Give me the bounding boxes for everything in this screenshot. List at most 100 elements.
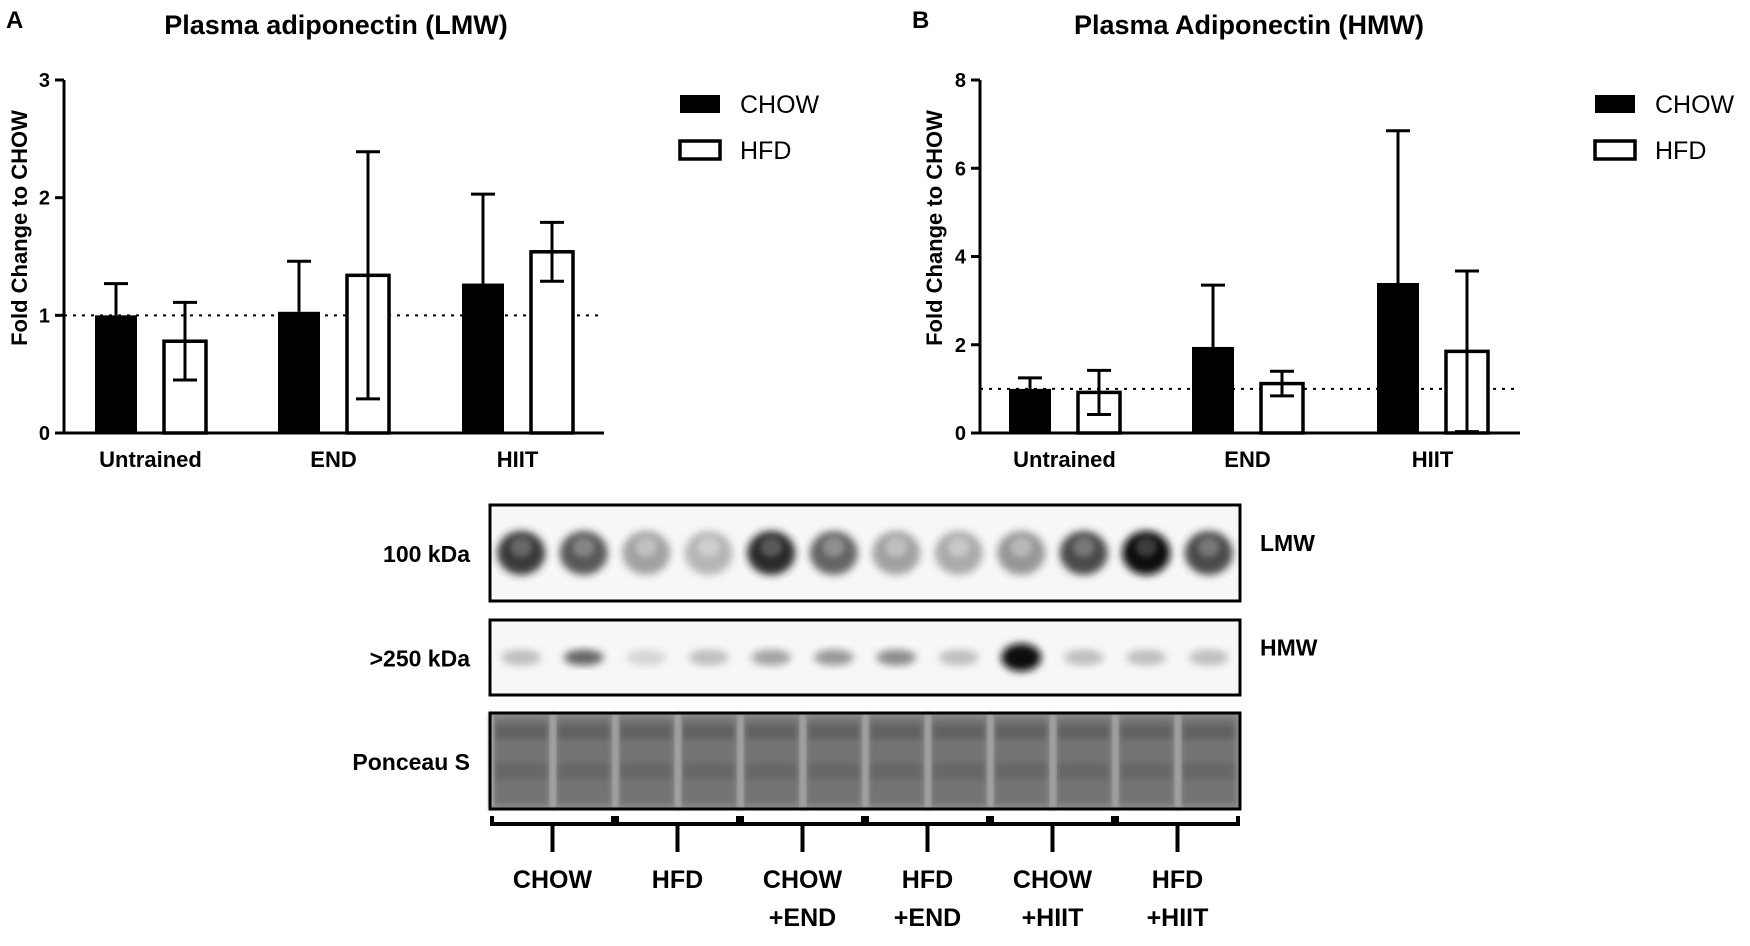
chart-b-title: Plasma Adiponectin (HMW) <box>1074 10 1424 40</box>
blot-band <box>1001 643 1042 672</box>
blot-band <box>751 649 792 666</box>
group-label: CHOW <box>1013 866 1093 894</box>
ponceau-band <box>996 725 1047 739</box>
ponceau-band <box>496 725 547 739</box>
blot-band-highlight <box>697 537 720 557</box>
group-label-line2: +HIIT <box>1147 904 1209 932</box>
ponceau-band <box>871 725 922 739</box>
chart-b-legend-swatch-hfd <box>1593 139 1637 161</box>
blot-band-highlight <box>760 537 783 557</box>
ponceau-band <box>558 763 609 779</box>
blot-background <box>490 620 1240 695</box>
group-bracket <box>1115 816 1240 826</box>
ponceau-band <box>746 725 797 739</box>
blot-band-highlight <box>885 537 908 557</box>
ponceau-band <box>808 763 859 779</box>
chart-a-category-label: END <box>310 447 356 472</box>
group-bracket <box>615 816 740 826</box>
blot-band-highlight <box>1135 537 1158 557</box>
chart-b-y-tick-label: 8 <box>955 70 966 92</box>
blot-band <box>813 649 854 666</box>
blot-band <box>1188 649 1229 666</box>
ponceau-band <box>933 725 984 739</box>
group-bracket <box>740 816 865 826</box>
chart-b-legend-label-chow: CHOW <box>1655 91 1735 119</box>
chart-b-bar-chow <box>1192 346 1234 433</box>
ponceau-lane-gap <box>988 713 993 809</box>
chart-a-y-tick-label: 0 <box>39 423 50 445</box>
ponceau-band <box>1058 763 1109 779</box>
chart-b-bar-chow <box>1009 388 1051 433</box>
chart-b-legend-label-hfd: HFD <box>1655 137 1706 165</box>
ponceau-lane-gap <box>1175 713 1181 809</box>
blot-border <box>488 503 1242 603</box>
blot-band-highlight <box>572 537 595 557</box>
group-label-line2: +END <box>769 904 836 932</box>
group-bracket <box>990 816 1115 826</box>
ponceau-band <box>808 725 859 739</box>
ponceau-band <box>1121 763 1172 779</box>
ponceau-band <box>871 763 922 779</box>
chart-b-y-tick-label: 2 <box>955 335 966 357</box>
chart-a-y-tick-label: 1 <box>39 305 50 327</box>
blot-left-label: Ponceau S <box>352 749 470 775</box>
ponceau-band <box>621 725 672 739</box>
chart-b-category-label: HIIT <box>1412 447 1454 472</box>
chart-a-plot: 0 1 2 3 Untrained END HIIT CHOW HFD <box>39 70 820 472</box>
chart-a-category-label: Untrained <box>99 447 202 472</box>
blot-band-highlight <box>510 537 533 557</box>
ponceau-band <box>683 725 734 739</box>
blot-row-3: Ponceau S <box>352 711 1242 811</box>
group-label-line2: +END <box>894 904 961 932</box>
group-label: HFD <box>1152 866 1203 894</box>
blot-band <box>876 649 917 666</box>
ponceau-band <box>621 763 672 779</box>
blot-band-highlight <box>1010 537 1033 557</box>
ponceau-band <box>558 725 609 739</box>
blot-band-highlight <box>1197 537 1220 557</box>
chart-b-y-tick-label: 4 <box>955 247 967 269</box>
blot-band-highlight <box>947 537 970 557</box>
chart-b-category-label: END <box>1224 447 1270 472</box>
blot-row-2: >250 kDa HMW <box>370 618 1318 697</box>
blot-band <box>688 649 729 666</box>
blot-band <box>501 649 542 666</box>
chart-b-y-tick-label: 0 <box>955 423 966 445</box>
chart-b-legend-swatch-chow <box>1595 95 1635 113</box>
ponceau-lane-gap <box>1050 713 1056 809</box>
ponceau-band <box>746 763 797 779</box>
blot-border <box>488 711 1242 811</box>
blot-background <box>490 505 1240 601</box>
chart-a-category-label: HIIT <box>497 447 539 472</box>
western-blot: 100 kDa LMW >250 kDa HMW Ponceau S CHOW HFD CHO… <box>352 503 1318 932</box>
ponceau-lane-gap <box>863 713 868 809</box>
blot-band-highlight <box>1072 537 1095 557</box>
blot-right-label: LMW <box>1260 530 1315 556</box>
chart-a-y-tick-label: 3 <box>39 70 50 92</box>
blot-row-1: 100 kDa LMW <box>383 503 1315 603</box>
ponceau-band <box>933 763 984 779</box>
panel-letter-b: B <box>912 7 929 34</box>
panel-letter-a: A <box>6 7 23 34</box>
chart-a-bar-chow <box>278 311 320 433</box>
chart-b-bar-chow <box>1377 282 1419 433</box>
ponceau-band <box>996 763 1047 779</box>
group-label: CHOW <box>763 866 843 894</box>
ponceau-lane-gap <box>550 713 556 809</box>
blot-border <box>488 618 1242 697</box>
ponceau-band <box>1121 725 1172 739</box>
ponceau-band <box>1183 763 1234 779</box>
chart-b-plot: 0 2 4 6 8 Untrained END HIIT CHOW HFD <box>955 70 1735 472</box>
blot-band <box>1126 649 1167 666</box>
blot-band <box>938 649 979 666</box>
ponceau-band <box>683 763 734 779</box>
chart-a-title: Plasma adiponectin (LMW) <box>164 10 508 40</box>
group-label: CHOW <box>513 866 593 894</box>
chart-a-legend-label-chow: CHOW <box>740 91 820 119</box>
chart-a-legend-swatch-hfd <box>678 139 722 161</box>
chart-a-legend-swatch-chow <box>680 95 720 113</box>
ponceau-band <box>1183 725 1234 739</box>
ponceau-lane-gap <box>675 713 681 809</box>
